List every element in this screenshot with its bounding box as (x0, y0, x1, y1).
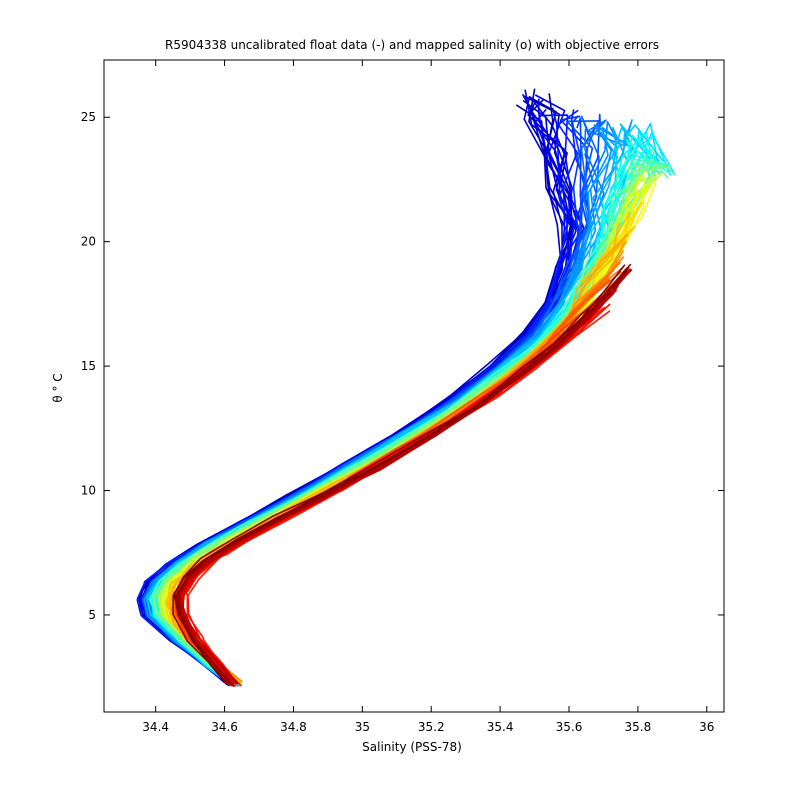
profile-line (144, 128, 623, 684)
profile-line (148, 124, 634, 684)
profile-line (148, 113, 602, 685)
profile-line (140, 100, 572, 687)
profile-line (150, 115, 600, 687)
profile-line (143, 115, 581, 686)
profile-line (146, 127, 629, 684)
y-tick-label: 15 (81, 359, 96, 373)
y-tick-label: 5 (88, 608, 96, 622)
profile-line (143, 98, 583, 687)
profile-line (146, 124, 665, 686)
profile-line (185, 303, 611, 685)
x-tick-label: 36 (699, 720, 714, 734)
profile-line (146, 121, 620, 685)
profile-lines (136, 88, 677, 688)
profile-line (141, 120, 599, 686)
profile-line (154, 135, 676, 686)
profile-line (143, 131, 619, 686)
profile-line (143, 119, 607, 684)
profile-line (186, 310, 611, 687)
profile-line (173, 264, 626, 686)
profile-line (141, 114, 573, 686)
profile-line (147, 115, 593, 685)
profile-line (144, 109, 589, 684)
profile-line (148, 139, 662, 685)
x-axis-label: Salinity (PSS-78) (362, 740, 462, 754)
x-tick-label: 35.6 (556, 720, 583, 734)
profile-line (144, 125, 604, 686)
x-tick-label: 35.8 (625, 720, 652, 734)
x-axis-ticks: 34.4 34.6 34.8 35 35.2 35.4 35.6 35.8 36 (142, 60, 714, 734)
profile-line (145, 95, 574, 686)
y-tick-label: 20 (81, 235, 96, 249)
y-tick-label: 10 (81, 484, 96, 498)
x-tick-label: 35.2 (418, 720, 445, 734)
chart-title: R5904338 uncalibrated float data (-) and… (165, 38, 659, 52)
profile-line (145, 97, 577, 685)
x-tick-label: 35.4 (487, 720, 514, 734)
x-tick-label: 35 (355, 720, 370, 734)
plot-frame (103, 59, 725, 713)
y-axis-ticks: 5 10 15 20 25 (81, 110, 724, 622)
profile-line (141, 107, 582, 687)
profile-line (149, 157, 650, 684)
profile-line (144, 98, 574, 687)
profile-line (143, 104, 581, 684)
profile-line (139, 108, 566, 687)
y-tick-label: 25 (81, 110, 96, 124)
x-tick-label: 34.8 (280, 720, 307, 734)
profile-line (175, 266, 630, 685)
x-tick-label: 34.6 (211, 720, 238, 734)
profile-line (153, 166, 644, 683)
profile-line (138, 104, 569, 684)
profile-line (146, 99, 580, 686)
profile-line (144, 117, 589, 686)
y-axis-label: θ ° C (51, 373, 65, 402)
profile-line (136, 109, 579, 685)
profile-line (141, 118, 601, 685)
x-tick-label: 34.4 (142, 720, 169, 734)
profile-line (148, 94, 585, 685)
